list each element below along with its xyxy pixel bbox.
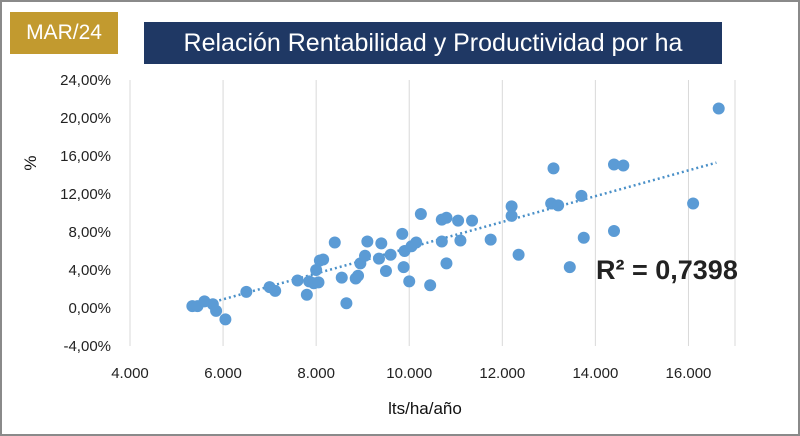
data-point <box>379 264 392 277</box>
x-tick-labels: 4.000 6.000 8.000 10.000 12.000 14.000 16.000 <box>111 365 711 382</box>
y-tick-label: 8,00% <box>68 224 111 241</box>
data-point <box>563 261 576 274</box>
data-point <box>452 214 465 227</box>
data-point <box>617 159 630 172</box>
data-point <box>210 304 223 317</box>
data-point <box>335 271 348 284</box>
y-axis-label: % <box>21 155 40 170</box>
y-tick-label: 20,00% <box>60 110 111 127</box>
data-point <box>466 214 479 227</box>
data-point <box>352 269 365 282</box>
x-axis-label: lts/ha/año <box>388 399 462 418</box>
data-point <box>547 162 560 175</box>
data-points <box>186 102 725 326</box>
data-point <box>440 257 453 270</box>
data-point <box>361 235 374 248</box>
x-tick-label: 16.000 <box>666 365 712 382</box>
r-squared-label: R² = 0,7398 <box>596 255 738 285</box>
data-point <box>269 284 282 297</box>
x-tick-label: 10.000 <box>386 365 432 382</box>
x-tick-label: 14.000 <box>572 365 618 382</box>
x-tick-label: 4.000 <box>111 365 149 382</box>
data-point <box>512 248 525 261</box>
data-point <box>396 227 409 240</box>
data-point <box>435 235 448 248</box>
data-point <box>712 102 725 115</box>
data-point <box>505 200 518 213</box>
data-point <box>424 279 437 292</box>
data-point <box>575 189 588 202</box>
data-point <box>608 225 620 238</box>
y-tick-label: -4,00% <box>63 338 111 355</box>
date-badge: MAR/24 <box>10 12 118 54</box>
data-point <box>608 158 620 171</box>
trendline <box>194 161 717 309</box>
chart-title: Relación Rentabilidad y Productividad po… <box>144 22 722 64</box>
y-tick-label: 4,00% <box>68 262 111 279</box>
data-point <box>410 236 423 249</box>
data-point <box>403 275 416 288</box>
data-point <box>312 276 325 289</box>
data-point <box>317 253 330 266</box>
data-point <box>219 313 232 326</box>
y-tick-label: 24,00% <box>60 72 111 89</box>
x-tick-label: 6.000 <box>204 365 242 382</box>
data-point <box>484 233 497 246</box>
y-tick-label: 12,00% <box>60 186 111 203</box>
data-point <box>340 297 353 310</box>
data-point <box>359 249 372 262</box>
data-point <box>454 234 467 247</box>
data-point <box>300 288 313 301</box>
data-point <box>505 209 518 222</box>
data-point <box>384 248 397 261</box>
y-tick-labels: -4,00% 0,00% 4,00% 8,00% 12,00% 16,00% 20,00% 2… <box>60 72 111 355</box>
data-point <box>552 199 565 212</box>
x-tick-label: 8.000 <box>297 365 335 382</box>
data-point <box>577 231 590 244</box>
data-point <box>240 285 253 298</box>
data-point <box>310 264 323 276</box>
y-tick-label: 16,00% <box>60 148 111 165</box>
data-point <box>414 207 427 220</box>
data-point <box>397 261 410 274</box>
x-tick-label: 12.000 <box>479 365 525 382</box>
data-point <box>372 252 385 265</box>
data-point <box>291 274 304 287</box>
data-point <box>687 197 700 210</box>
y-tick-label: 0,00% <box>68 300 111 317</box>
grid-lines <box>129 80 736 346</box>
data-point <box>440 211 453 224</box>
data-point <box>375 237 388 250</box>
data-point <box>328 236 341 249</box>
